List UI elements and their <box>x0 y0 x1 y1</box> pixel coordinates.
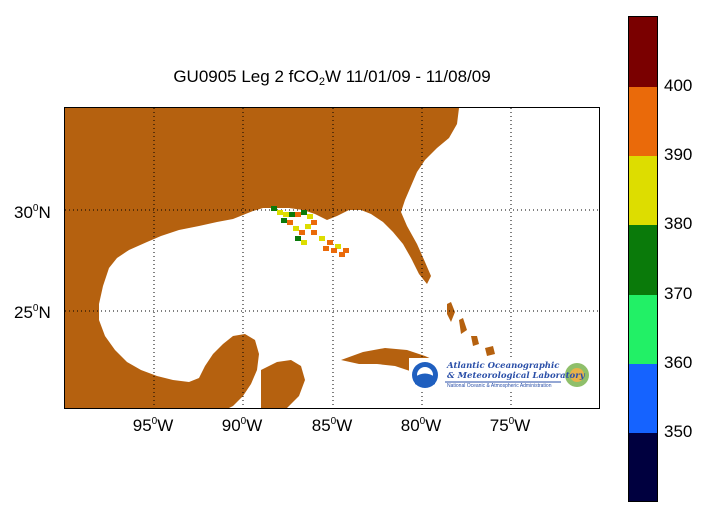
colorbar-label: 400 <box>664 76 693 95</box>
colorbar-label: 380 <box>664 214 693 233</box>
colorbar-label: 370 <box>664 284 693 303</box>
colorbar-segment <box>629 156 657 225</box>
logo-line2: & Meteorological Laboratory <box>447 371 585 381</box>
lat-tick-30n: 300N <box>14 203 51 222</box>
colorbar-segment <box>629 295 657 364</box>
logo-line3: National Oceanic & Atmospheric Administr… <box>447 383 552 389</box>
lon-tick-95w: 950W <box>132 416 174 435</box>
colorbar-segment <box>629 433 657 501</box>
lake-okeechobee <box>406 260 414 270</box>
lon-tick-80w: 800W <box>400 416 442 435</box>
land-north-america <box>65 108 459 408</box>
colorbar-segment <box>629 364 657 433</box>
map-grid <box>65 108 599 408</box>
colorbar-segment <box>629 225 657 295</box>
colorbar-segment <box>629 17 657 87</box>
colorbar <box>628 16 658 502</box>
colorbar-label: 390 <box>664 145 693 164</box>
colorbar-segment <box>629 87 657 156</box>
land-yucatan <box>261 360 305 408</box>
cruise-track <box>271 206 349 257</box>
lon-tick-75w: 750W <box>489 416 531 435</box>
colorbar-label: 360 <box>664 353 693 372</box>
colorbar-label: 350 <box>664 422 693 441</box>
lon-tick-90w: 900W <box>221 416 263 435</box>
map-title: GU0905 Leg 2 fCO2W 11/01/09 - 11/08/09 <box>173 67 491 88</box>
lat-tick-25n: 250N <box>14 303 51 322</box>
logo-line1: Atlantic Oceanographic <box>447 361 560 371</box>
lon-tick-85w: 850W <box>311 416 353 435</box>
aoml-logo: Atlantic Oceanographic & Meteorological … <box>409 358 595 392</box>
land-bahamas <box>447 302 495 356</box>
